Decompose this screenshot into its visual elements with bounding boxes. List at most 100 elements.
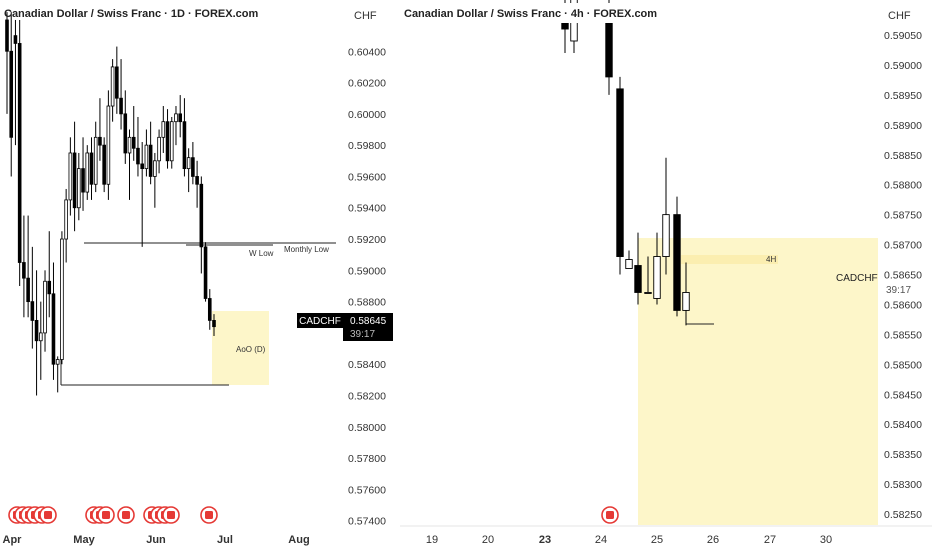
h4-y-tick-label: 0.58900 (884, 120, 922, 132)
event-flag-inner-icon (44, 511, 52, 519)
daily-candle-body (199, 183, 204, 248)
daily-candle-body (212, 320, 216, 328)
h4-y-tick-label: 0.58450 (884, 389, 922, 401)
daily-candle-body (102, 144, 106, 185)
daily-x-tick-label: Jul (217, 534, 233, 546)
daily-y-tick-label: 0.57400 (348, 516, 386, 528)
h4-y-tick-label: 0.58550 (884, 329, 922, 341)
h4-candle-body (653, 256, 661, 299)
daily-candle-body (9, 50, 14, 138)
aoo-zone-label: AoO (D) (236, 345, 266, 354)
price-tag-bg (343, 313, 393, 341)
daily-y-tick-label: 0.58800 (348, 297, 386, 309)
daily-candle-body (140, 163, 144, 170)
daily-x-axis: Apr May Jun Jul Aug (3, 534, 310, 546)
daily-candle-body (26, 277, 30, 303)
h4-x-axis: 19 20 23 24 25 26 27 30 (426, 534, 832, 546)
daily-candle-body (13, 35, 18, 44)
daily-candle-body (60, 238, 64, 360)
h4-y-tick-label: 0.58700 (884, 240, 922, 252)
h4-band (681, 255, 778, 264)
daily-y-tick-label: 0.57600 (348, 484, 386, 496)
h4-band-label: 4H (766, 255, 776, 264)
h4-candles (561, 0, 690, 326)
daily-candle-body (43, 280, 47, 334)
daily-y-tick-label: 0.59600 (348, 171, 386, 183)
daily-candle-body (161, 121, 166, 138)
daily-y-tick-label: 0.58200 (348, 391, 386, 403)
h4-y-axis: 0.59050 0.59000 0.58950 0.58900 0.58850 0.588… (884, 30, 922, 521)
h4-y-tick-label: 0.58600 (884, 299, 922, 311)
h4-y-tick-label: 0.58800 (884, 180, 922, 192)
daily-candle-body (22, 262, 26, 279)
h4-x-tick-label: 20 (482, 534, 494, 546)
h4-y-tick-label: 0.58850 (884, 150, 922, 162)
daily-candle-body (153, 160, 157, 177)
h4-x-tick-label: 23 (539, 534, 551, 546)
daily-candle-body (195, 176, 199, 185)
h4-x-tick-label: 25 (651, 534, 663, 546)
daily-y-tick-label: 0.58400 (348, 359, 386, 371)
daily-candle-body (81, 168, 85, 193)
daily-candle-body (178, 113, 183, 123)
daily-candle-body (115, 66, 119, 99)
daily-candle-body (68, 152, 73, 201)
h4-title-background (400, 3, 632, 23)
daily-candle-body (131, 136, 136, 149)
daily-candle-body (174, 113, 178, 123)
daily-candle-body (34, 320, 39, 342)
h4-candle-body (616, 88, 624, 257)
h4-candle-body (625, 259, 633, 269)
daily-candle-body (119, 97, 123, 115)
event-flag-inner-icon (122, 511, 130, 519)
daily-candle-body (157, 136, 161, 162)
w-low-label: W Low (249, 249, 274, 258)
daily-candle-body (64, 199, 68, 240)
h4-y-tick-label: 0.58400 (884, 419, 922, 431)
h4-y-tick-label: 0.58500 (884, 359, 922, 371)
h4-x-tick-label: 27 (764, 534, 776, 546)
daily-y-tick-label: 0.59200 (348, 234, 386, 246)
daily-y-tick-label: 0.60200 (348, 78, 386, 90)
daily-x-tick-label: Jun (146, 534, 166, 546)
price-tag-value: 0.58645 (350, 316, 387, 327)
daily-y-tick-label: 0.59000 (348, 265, 386, 277)
daily-y-tick-label: 0.60000 (348, 109, 386, 121)
daily-candle-body (169, 121, 174, 162)
symbol-tag-bg (297, 313, 343, 328)
h4-candle-body (682, 292, 690, 311)
h4-x-tick-label: 19 (426, 534, 438, 546)
daily-candle-body (5, 19, 9, 52)
daily-candle-body (77, 168, 81, 209)
daily-x-tick-label: Apr (3, 534, 23, 546)
daily-candle-body (30, 301, 35, 321)
h4-y-tick-label: 0.58300 (884, 479, 922, 491)
daily-aoo-zone (212, 311, 269, 385)
h4-y-tick-label: 0.59050 (884, 30, 922, 42)
daily-candle-body (38, 332, 43, 342)
daily-candle-body (182, 121, 187, 170)
daily-candles (5, 12, 216, 396)
h4-countdown: 39:17 (886, 285, 911, 296)
event-flag-inner-icon (205, 511, 213, 519)
daily-candle-body (51, 293, 56, 365)
daily-level-lines (60, 242, 336, 386)
price-tag-countdown: 39:17 (350, 329, 375, 340)
daily-event-icons (8, 506, 218, 524)
h4-y-tick-label: 0.58350 (884, 449, 922, 461)
daily-candle-body (55, 359, 60, 365)
daily-candle-body (89, 152, 94, 185)
daily-currency-label: CHF (354, 10, 377, 22)
h4-event-icons (601, 506, 619, 524)
daily-candle-body (85, 152, 90, 193)
h4-candle-body (634, 265, 642, 293)
h4-y-tick-label: 0.58250 (884, 509, 922, 521)
daily-y-tick-label: 0.59800 (348, 140, 386, 152)
daily-candle-body (136, 147, 140, 165)
daily-y-tick-label: 0.57800 (348, 453, 386, 465)
daily-y-tick-label: 0.59400 (348, 203, 386, 215)
daily-candle-body (144, 144, 149, 170)
daily-x-tick-label: Aug (288, 534, 309, 546)
